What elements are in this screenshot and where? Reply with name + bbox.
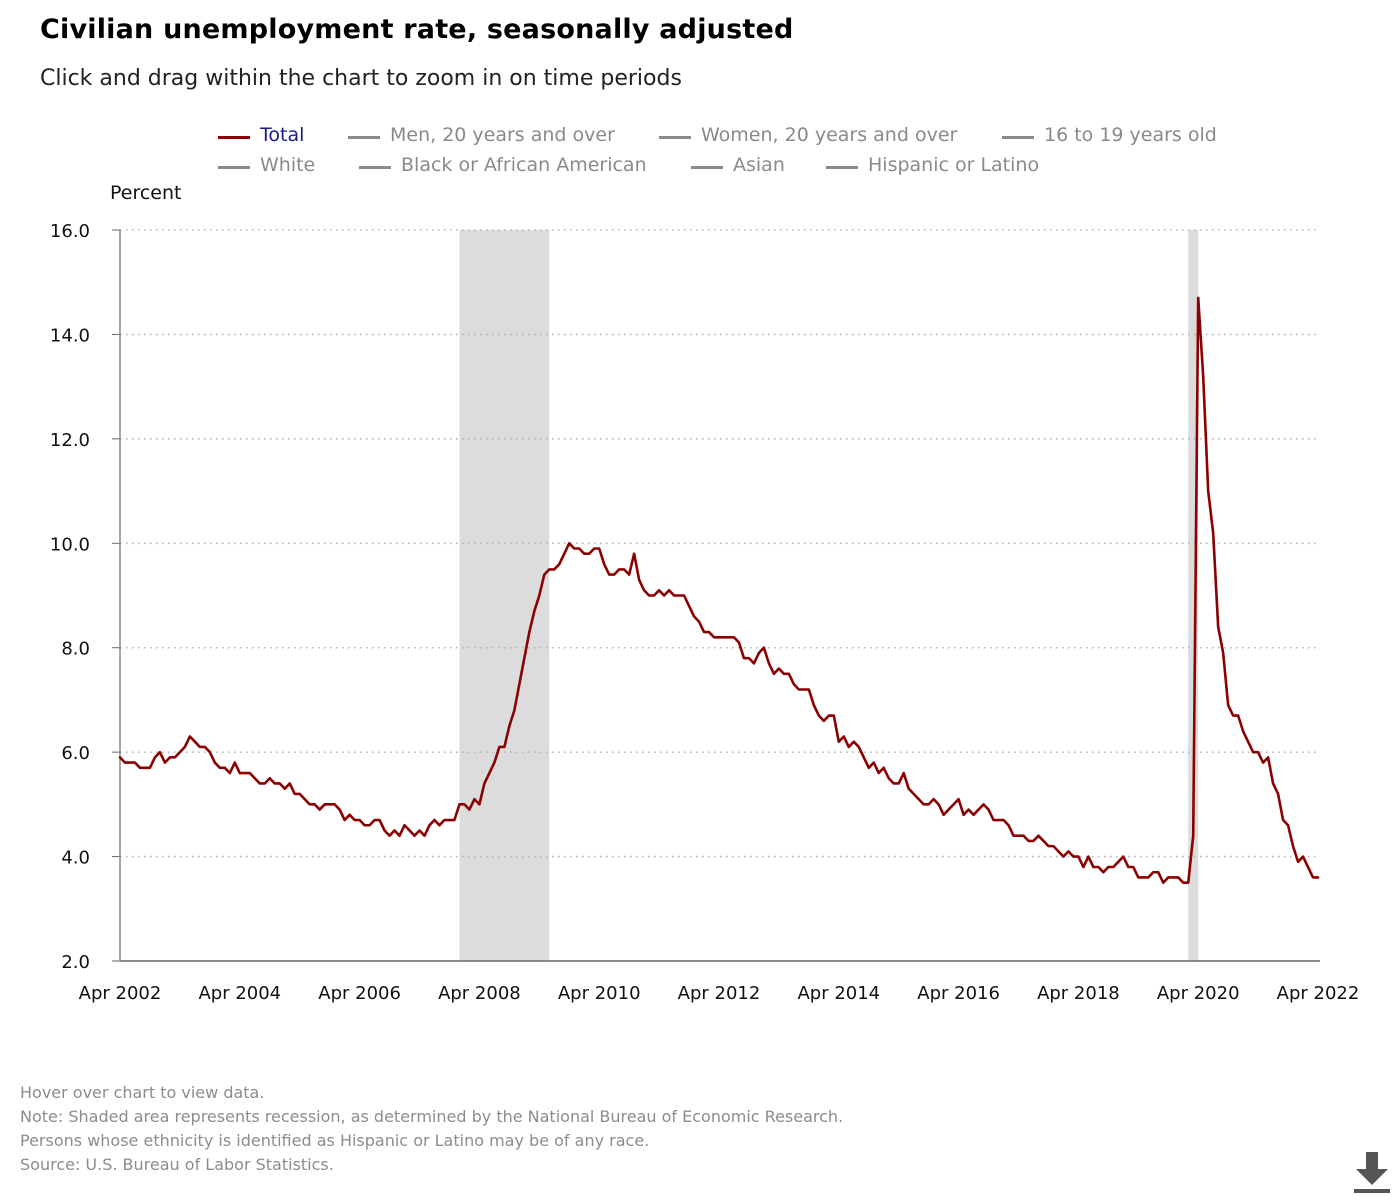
unemployment-line-chart[interactable]: Percent 2.0 4.0 6.0 8.0 10.0 12.0 14.0 16.0 Apr … bbox=[0, 0, 1400, 1060]
x-tick-label: Apr 2014 bbox=[797, 983, 880, 1004]
legend-swatch bbox=[659, 136, 691, 139]
legend-label: 16 to 19 years old bbox=[1044, 124, 1217, 146]
chart-subtitle: Click and drag within the chart to zoom … bbox=[40, 66, 682, 91]
legend-label: Men, 20 years and over bbox=[390, 124, 615, 146]
chart-title: Civilian unemployment rate, seasonally a… bbox=[40, 14, 794, 45]
legend-swatch bbox=[359, 166, 391, 169]
legend-swatch bbox=[218, 136, 250, 139]
x-tick-label: Apr 2010 bbox=[558, 983, 641, 1004]
y-tick-label: 4.0 bbox=[61, 848, 90, 869]
recession-band bbox=[1188, 230, 1199, 961]
legend-swatch bbox=[826, 166, 858, 169]
legend-label: Asian bbox=[733, 154, 785, 176]
footnote-recession: Note: Shaded area represents recession, … bbox=[20, 1107, 844, 1126]
footnote-hispanic: Persons whose ethnicity is identified as… bbox=[20, 1131, 650, 1150]
y-tick-label: 6.0 bbox=[61, 743, 90, 764]
recession-shading bbox=[459, 230, 1199, 961]
x-tick-label: Apr 2002 bbox=[79, 983, 162, 1004]
x-tick-label: Apr 2008 bbox=[438, 983, 521, 1004]
x-tick-label: Apr 2012 bbox=[678, 983, 761, 1004]
x-tick-label: Apr 2016 bbox=[917, 983, 1000, 1004]
axes: 2.0 4.0 6.0 8.0 10.0 12.0 14.0 16.0 Apr 2002 Apr … bbox=[50, 221, 1359, 1004]
y-tick-label: 16.0 bbox=[50, 221, 90, 242]
legend-label: Black or African American bbox=[401, 154, 647, 176]
x-tick-label: Apr 2020 bbox=[1157, 983, 1240, 1004]
series-line-total bbox=[118, 296, 1320, 884]
legend-label: Total bbox=[260, 124, 305, 146]
recession-band bbox=[459, 230, 550, 961]
footnote-source: Source: U.S. Bureau of Labor Statistics. bbox=[20, 1155, 334, 1174]
footnote-hover: Hover over chart to view data. bbox=[20, 1083, 265, 1102]
download-icon[interactable] bbox=[1352, 1150, 1392, 1194]
y-tick-label: 10.0 bbox=[50, 534, 90, 555]
footnotes: Hover over chart to view data. Note: Sha… bbox=[20, 1081, 843, 1177]
x-tick-label: Apr 2006 bbox=[318, 983, 401, 1004]
legend-swatch bbox=[218, 166, 250, 169]
legend-swatch bbox=[691, 166, 723, 169]
legend-swatch bbox=[1002, 136, 1034, 139]
legend-label: Women, 20 years and over bbox=[701, 124, 958, 146]
gridlines bbox=[120, 229, 1318, 858]
x-tick-label: Apr 2022 bbox=[1277, 983, 1360, 1004]
y-axis-title: Percent bbox=[110, 182, 182, 204]
legend-label: Hispanic or Latino bbox=[868, 154, 1040, 176]
legend-label: White bbox=[260, 154, 316, 176]
y-tick-label: 2.0 bbox=[61, 952, 90, 973]
y-tick-label: 12.0 bbox=[50, 430, 90, 451]
y-tick-label: 8.0 bbox=[61, 639, 90, 660]
x-tick-label: Apr 2018 bbox=[1037, 983, 1120, 1004]
legend-swatch bbox=[348, 136, 380, 139]
y-tick-label: 14.0 bbox=[50, 325, 90, 346]
x-tick-label: Apr 2004 bbox=[198, 983, 281, 1004]
series-layer bbox=[118, 296, 1320, 884]
